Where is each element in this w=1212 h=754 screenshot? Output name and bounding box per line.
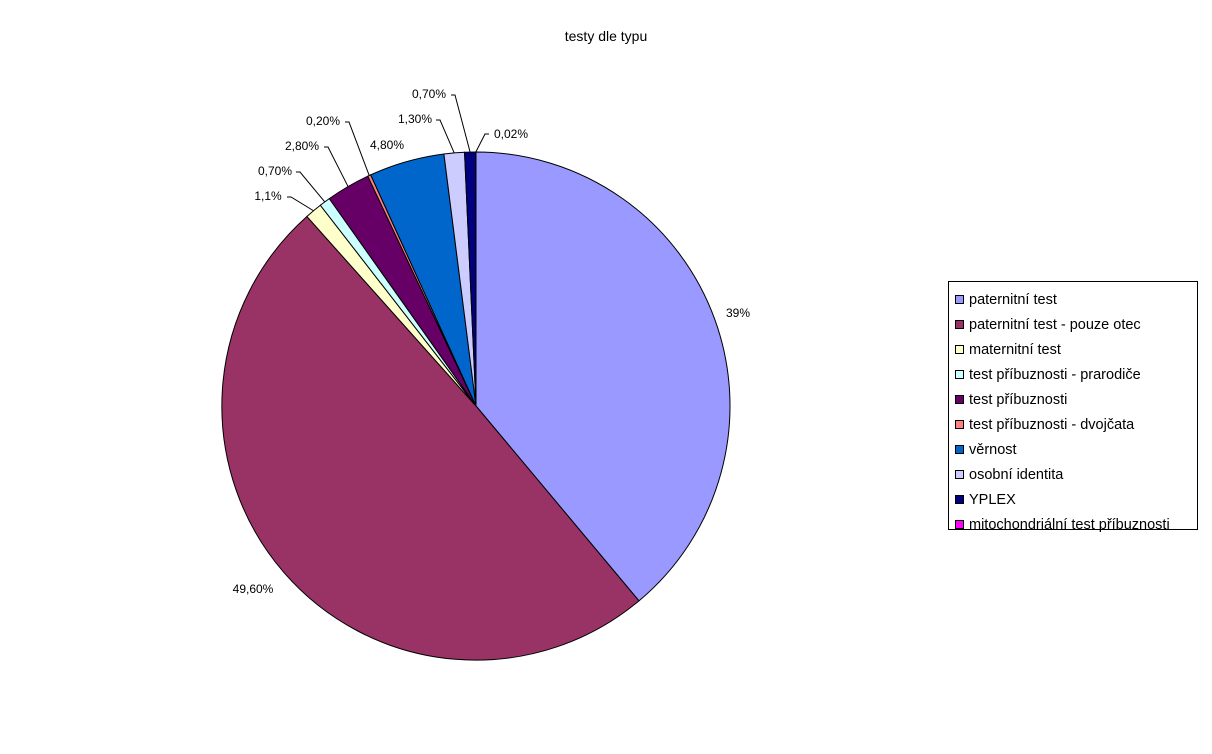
data-label: 49,60% xyxy=(233,582,274,596)
legend-swatch xyxy=(955,520,964,529)
legend-item: paternitní test - pouze otec xyxy=(955,312,1197,337)
legend-label: věrnost xyxy=(969,441,1017,458)
legend-item: věrnost xyxy=(955,437,1197,462)
legend-swatch xyxy=(955,370,964,379)
legend-label: maternitní test xyxy=(969,341,1061,358)
data-label: 0,02% xyxy=(494,127,528,141)
pie-slice xyxy=(221,215,640,661)
legend-label: test příbuznosti - prarodiče xyxy=(969,366,1141,383)
leader-line xyxy=(324,146,349,187)
legend-swatch xyxy=(955,495,964,504)
legend-item: test příbuznosti - dvojčata xyxy=(955,412,1197,437)
data-label: 1,1% xyxy=(254,189,282,203)
legend-swatch xyxy=(955,345,964,354)
data-label: 0,20% xyxy=(306,114,340,128)
pie-slice xyxy=(475,151,731,602)
legend-swatch xyxy=(955,470,964,479)
legend-label: mitochondriální test příbuznosti xyxy=(969,516,1170,533)
pie-slices xyxy=(221,151,731,661)
data-label: 4,80% xyxy=(370,138,404,152)
legend-swatch xyxy=(955,445,964,454)
legend-item: paternitní test xyxy=(955,287,1197,312)
legend-label: test příbuznosti xyxy=(969,391,1068,408)
leader-line xyxy=(436,119,455,154)
legend-swatch xyxy=(955,295,964,304)
legend-label: paternitní test xyxy=(969,291,1057,308)
leader-line xyxy=(287,196,314,212)
data-label: 2,80% xyxy=(285,139,319,153)
legend-swatch xyxy=(955,420,964,429)
legend-label: test příbuznosti - dvojčata xyxy=(969,416,1135,433)
legend-swatch xyxy=(955,395,964,404)
legend-label: osobní identita xyxy=(969,466,1064,483)
legend: paternitní test paternitní test - pouze o… xyxy=(948,281,1198,533)
leader-line xyxy=(475,133,489,153)
chart-title: testy dle typu xyxy=(564,28,648,44)
leader-line xyxy=(345,121,370,176)
data-label: 1,30% xyxy=(398,112,432,126)
legend-item: YPLEX xyxy=(955,487,1197,512)
legend-item: test příbuznosti - prarodiče xyxy=(955,362,1197,387)
data-labels: 39% 49,60% 1,1% 0,70% 2,80% 0,20% 4,80% 1,30% 0,… xyxy=(233,87,751,596)
legend-item: osobní identita xyxy=(955,462,1197,487)
data-label: 39% xyxy=(726,306,750,320)
data-label: 0,70% xyxy=(412,87,446,101)
legend-item: maternitní test xyxy=(955,337,1197,362)
leader-lines xyxy=(287,94,489,212)
leader-line xyxy=(296,171,326,203)
legend-item: test příbuznosti xyxy=(955,387,1197,412)
data-label: 0,70% xyxy=(258,164,292,178)
legend-label: paternitní test - pouze otec xyxy=(969,316,1141,333)
legend-label: YPLEX xyxy=(969,491,1016,508)
legend-swatch xyxy=(955,320,964,329)
leader-line xyxy=(451,94,471,153)
legend-item: mitochondriální test příbuznosti xyxy=(955,512,1197,537)
